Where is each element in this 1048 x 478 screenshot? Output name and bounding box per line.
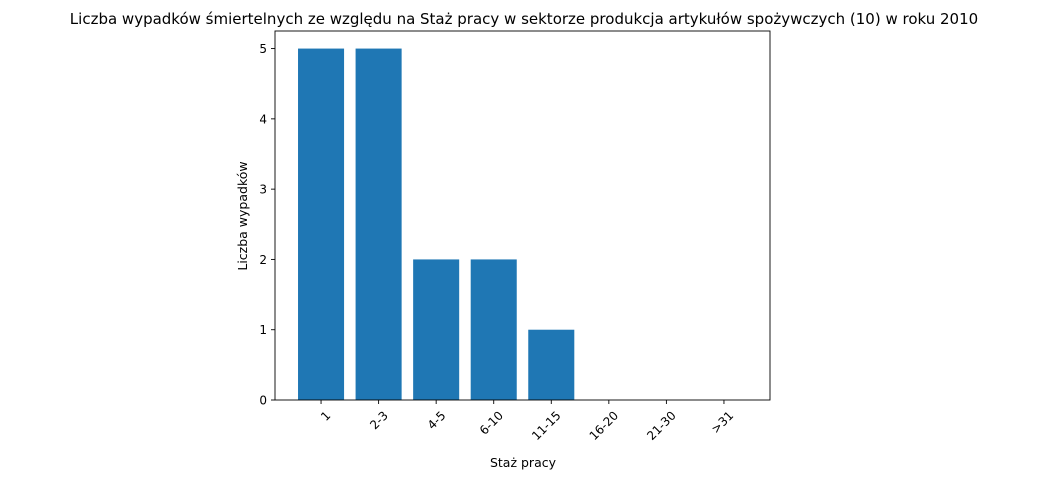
x-tick-label: 6-10 [477, 408, 506, 437]
x-tick-label: >31 [708, 408, 736, 436]
y-tick-label: 2 [259, 253, 267, 267]
y-tick-label: 0 [259, 394, 267, 408]
y-tick-label: 4 [259, 112, 267, 126]
bar-4-5 [413, 259, 460, 400]
plot-area: 0 1 2 3 4 5 1 2-3 4-5 6-10 11-15 16-20 21-30 >31 [259, 30, 771, 443]
chart-title: Liczba wypadków śmiertelnych ze względu … [70, 10, 978, 28]
x-tick-label: 11-15 [529, 408, 564, 443]
x-tick-label: 2-3 [367, 408, 391, 432]
bar-1 [298, 48, 345, 400]
bar-11-15 [528, 329, 575, 400]
y-tick-label: 5 [259, 42, 267, 56]
y-tick-label: 1 [259, 323, 267, 337]
bar-6-10 [470, 259, 517, 400]
x-axis-label: Staż pracy [490, 455, 557, 470]
x-tick-label: 4-5 [425, 408, 449, 432]
plot-frame [274, 30, 771, 401]
x-tick-label: 16-20 [587, 408, 622, 443]
x-tick-label: 21-30 [644, 408, 679, 443]
y-tick-label: 3 [259, 183, 267, 197]
x-tick-label: 1 [318, 408, 333, 423]
y-axis-label: Liczba wypadków [235, 161, 250, 270]
bar-2-3 [355, 48, 402, 400]
